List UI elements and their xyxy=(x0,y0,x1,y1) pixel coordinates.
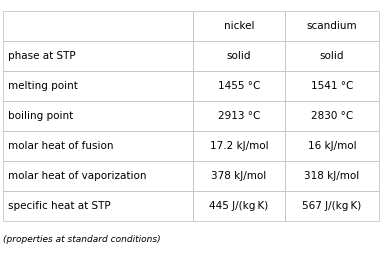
Bar xyxy=(193,161,285,191)
Text: phase at STP: phase at STP xyxy=(8,51,75,61)
Text: (properties at standard conditions): (properties at standard conditions) xyxy=(3,235,161,244)
Text: 445 J/(kg K): 445 J/(kg K) xyxy=(209,201,269,211)
Bar xyxy=(285,41,379,71)
Bar xyxy=(193,131,285,161)
Bar xyxy=(193,191,285,221)
Text: 1541 °C: 1541 °C xyxy=(311,81,353,91)
Text: solid: solid xyxy=(320,51,344,61)
Text: specific heat at STP: specific heat at STP xyxy=(8,201,110,211)
Bar xyxy=(285,161,379,191)
Bar xyxy=(193,11,285,41)
Bar xyxy=(285,101,379,131)
Bar xyxy=(193,101,285,131)
Bar xyxy=(285,131,379,161)
Text: molar heat of vaporization: molar heat of vaporization xyxy=(8,171,146,181)
Text: scandium: scandium xyxy=(307,21,357,31)
Bar xyxy=(193,71,285,101)
Bar xyxy=(285,191,379,221)
Bar xyxy=(3,101,193,131)
Text: solid: solid xyxy=(227,51,251,61)
Bar xyxy=(3,71,193,101)
Bar xyxy=(285,11,379,41)
Text: 17.2 kJ/mol: 17.2 kJ/mol xyxy=(210,141,268,151)
Text: 16 kJ/mol: 16 kJ/mol xyxy=(308,141,356,151)
Text: 318 kJ/mol: 318 kJ/mol xyxy=(304,171,359,181)
Text: boiling point: boiling point xyxy=(8,111,73,121)
Text: 2913 °C: 2913 °C xyxy=(218,111,260,121)
Bar xyxy=(3,161,193,191)
Text: 567 J/(kg K): 567 J/(kg K) xyxy=(302,201,362,211)
Bar xyxy=(193,41,285,71)
Text: 2830 °C: 2830 °C xyxy=(311,111,353,121)
Bar xyxy=(3,191,193,221)
Text: nickel: nickel xyxy=(224,21,254,31)
Bar xyxy=(3,131,193,161)
Bar xyxy=(3,11,193,41)
Text: 1455 °C: 1455 °C xyxy=(218,81,260,91)
Bar xyxy=(3,41,193,71)
Text: molar heat of fusion: molar heat of fusion xyxy=(8,141,113,151)
Text: melting point: melting point xyxy=(8,81,78,91)
Bar xyxy=(285,71,379,101)
Text: 378 kJ/mol: 378 kJ/mol xyxy=(211,171,267,181)
